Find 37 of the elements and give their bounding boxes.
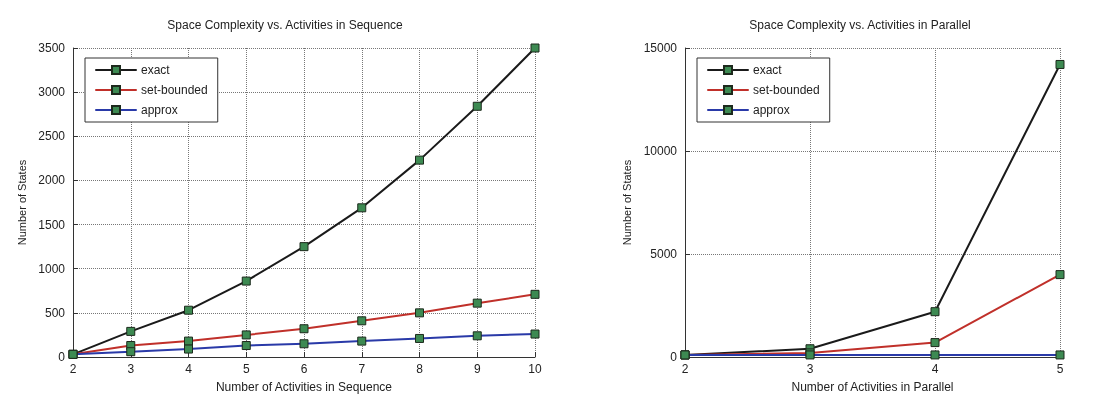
chart-title: Space Complexity vs. Activities in Parallel: [749, 18, 971, 32]
y-tick-label: 0: [58, 350, 66, 364]
y-tick-label: 500: [44, 305, 66, 320]
x-tick-label: 3: [806, 362, 814, 376]
x-tick-label: 8: [416, 362, 424, 376]
legend-label: exact: [141, 63, 171, 77]
legend-label: exact: [753, 63, 783, 77]
x-axis-title: Number of Activities in Parallel: [791, 380, 954, 394]
x-tick-label: 5: [1056, 362, 1064, 376]
legend-label: set-bounded: [141, 83, 208, 97]
y-tick-label: 3000: [38, 85, 66, 100]
y-tick-label: 2000: [38, 173, 66, 188]
chart-title: Space Complexity vs. Activities in Sequence: [167, 18, 404, 32]
x-tick-label: 3: [127, 362, 135, 376]
y-tick-label: 10000: [643, 144, 678, 158]
legend-label: approx: [753, 103, 790, 117]
y-tick-label: 2500: [38, 129, 66, 144]
y-axis-title: Number of States: [15, 159, 28, 246]
x-tick-label: 2: [69, 362, 77, 376]
legend-label: set-bounded: [753, 83, 820, 97]
y-tick-label: 0: [670, 350, 678, 364]
x-tick-label: 7: [358, 362, 366, 376]
x-tick-label: 10: [528, 362, 542, 376]
x-tick-label: 4: [185, 362, 193, 376]
y-tick-label: 1000: [38, 261, 66, 276]
y-tick-label: 3500: [38, 41, 66, 55]
x-tick-label: 4: [931, 362, 939, 376]
y-axis-title: Number of States: [621, 159, 634, 246]
y-tick-label: 5000: [650, 247, 678, 261]
x-tick-label: 5: [242, 362, 250, 376]
y-tick-label: 1500: [38, 217, 66, 232]
x-axis-title: Number of Activities in Sequence: [215, 380, 393, 394]
x-tick-label: 2: [681, 362, 689, 376]
x-tick-label: 6: [300, 362, 308, 376]
x-tick-label: 9: [473, 362, 481, 376]
legend-label: approx: [141, 103, 178, 117]
y-tick-label: 15000: [643, 41, 678, 55]
